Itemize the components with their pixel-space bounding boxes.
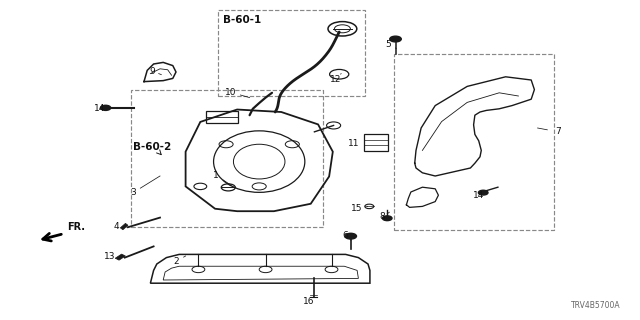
Text: 5: 5 <box>386 40 391 49</box>
Text: 14: 14 <box>473 191 484 200</box>
Text: 6: 6 <box>343 231 348 240</box>
Text: B-60-1: B-60-1 <box>223 15 261 25</box>
Polygon shape <box>120 223 128 230</box>
Ellipse shape <box>100 105 111 110</box>
Text: TRV4B5700A: TRV4B5700A <box>571 301 621 310</box>
Text: 1: 1 <box>214 171 219 180</box>
Text: 13: 13 <box>104 252 116 261</box>
Text: 3: 3 <box>131 188 136 197</box>
Text: 7: 7 <box>556 127 561 136</box>
Text: 15: 15 <box>351 204 363 213</box>
Text: FR.: FR. <box>67 222 85 232</box>
Text: 4: 4 <box>114 222 119 231</box>
Ellipse shape <box>345 233 356 239</box>
Ellipse shape <box>390 36 401 42</box>
Bar <box>206 110 239 123</box>
Text: 11: 11 <box>348 139 360 148</box>
Ellipse shape <box>383 216 392 221</box>
Polygon shape <box>115 254 125 260</box>
Text: 16: 16 <box>303 297 314 306</box>
Bar <box>131 90 323 227</box>
Text: 9: 9 <box>150 67 155 76</box>
Bar <box>394 54 554 230</box>
Bar <box>364 134 388 151</box>
Text: 14: 14 <box>93 104 105 113</box>
Ellipse shape <box>479 190 488 195</box>
Text: 12: 12 <box>330 75 342 84</box>
Text: B-60-2: B-60-2 <box>133 142 172 152</box>
Bar <box>218 10 365 96</box>
Text: 2: 2 <box>173 257 179 266</box>
Text: 8: 8 <box>380 212 385 221</box>
Text: 10: 10 <box>225 88 236 97</box>
